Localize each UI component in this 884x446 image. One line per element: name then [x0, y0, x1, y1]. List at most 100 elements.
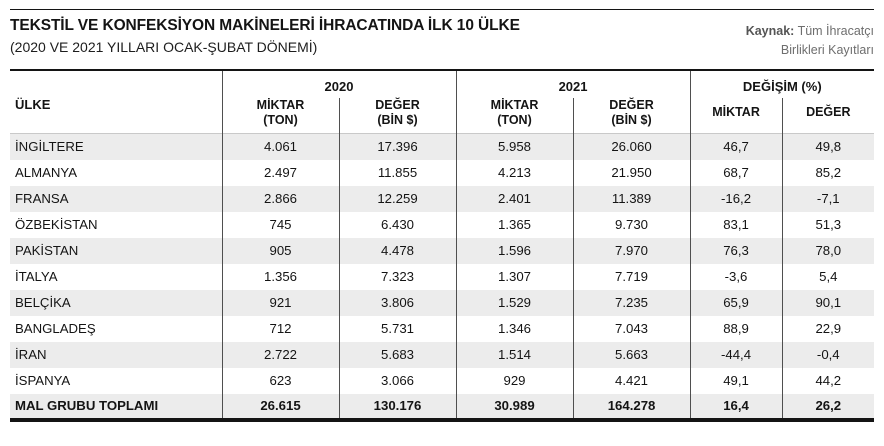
- cell-change-amount: -16,2: [689, 185, 783, 212]
- table-row: İRAN 2.722 5.683 1.514 5.663 -44,4 -0,4: [10, 341, 875, 368]
- cell-2021-value: 7.235: [572, 289, 691, 316]
- col-header-2020-amount-line2: (TON): [263, 112, 298, 127]
- cell-2020-amount: 1.356: [221, 263, 339, 290]
- cell-change-amount: 83,1: [689, 211, 783, 238]
- cell-country: ÖZBEKİSTAN: [15, 217, 98, 232]
- cell-country: ALMANYA: [15, 165, 78, 180]
- cell-2020-amount: 2.866: [221, 185, 339, 212]
- cell-2020-amount: 623: [221, 367, 339, 394]
- cell-2020-amount: 26.615: [221, 393, 339, 420]
- cell-change-amount: -3,6: [689, 263, 783, 290]
- total-row: MAL GRUBU TOPLAMI 26.615 130.176 30.989 …: [10, 393, 875, 420]
- col-header-2021-amount-line2: (TON): [497, 112, 532, 127]
- cell-2021-amount: 1.529: [455, 289, 574, 316]
- cell-change-amount: 46,7: [689, 133, 783, 160]
- col-header-change-value: DEĞER: [781, 97, 875, 134]
- cell-2020-amount: 921: [221, 289, 339, 316]
- cell-country: MAL GRUBU TOPLAMI: [15, 398, 159, 413]
- cell-2021-value: 7.719: [572, 263, 691, 290]
- group-header-row: ÜLKE 2020 2021 DEĞİŞİM (%): [10, 69, 875, 112]
- col-header-2021-amount-line1: MİKTAR: [490, 97, 539, 112]
- title-block: TEKSTİL VE KONFEKSİYON MAKİNELERİ İHRACA…: [10, 17, 520, 55]
- cell-change-amount: 49,1: [689, 367, 783, 394]
- source-note: Kaynak: Tüm İhracatçı Birlikleri Kayıtla…: [746, 17, 874, 60]
- cell-2020-value: 6.430: [338, 211, 457, 238]
- cell-2020-value: 12.259: [338, 185, 457, 212]
- infographic-page: TEKSTİL VE KONFEKSİYON MAKİNELERİ İHRACA…: [10, 9, 875, 422]
- table-body: İNGİLTERE 4.061 17.396 5.958 26.060 46,7…: [10, 133, 875, 420]
- cell-country: BELÇİKA: [15, 295, 71, 310]
- cell-change-value: 49,8: [781, 133, 875, 160]
- cell-change-value: -7,1: [781, 185, 875, 212]
- cell-2021-value: 7.970: [572, 237, 691, 264]
- cell-country: İSPANYA: [15, 373, 71, 388]
- cell-2021-value: 7.043: [572, 315, 691, 342]
- table-row: İTALYA 1.356 7.323 1.307 7.719 -3,6 5,4: [10, 263, 875, 290]
- col-header-country: ÜLKE: [15, 96, 51, 112]
- cell-2021-value: 21.950: [572, 159, 691, 186]
- table-row: İSPANYA 623 3.066 929 4.421 49,1 44,2: [10, 367, 875, 394]
- cell-2021-value: 164.278: [572, 393, 691, 420]
- table-header: ÜLKE 2020 2021 DEĞİŞİM (%) MİKTAR (TON) …: [10, 69, 875, 134]
- cell-2020-value: 3.806: [338, 289, 457, 316]
- cell-2021-amount: 1.514: [455, 341, 574, 368]
- cell-country: İTALYA: [15, 269, 58, 284]
- cell-2021-amount: 1.365: [455, 211, 574, 238]
- cell-2020-amount: 2.497: [221, 159, 339, 186]
- export-table: ÜLKE 2020 2021 DEĞİŞİM (%) MİKTAR (TON) …: [10, 68, 875, 422]
- cell-2020-value: 5.683: [338, 341, 457, 368]
- table-row: FRANSA 2.866 12.259 2.401 11.389 -16,2 -…: [10, 185, 875, 212]
- group-header-2021: 2021: [455, 69, 691, 98]
- col-header-2020-value: DEĞER (BİN $): [338, 97, 457, 134]
- cell-change-value: 85,2: [781, 159, 875, 186]
- cell-2020-amount: 4.061: [221, 133, 339, 160]
- table-row: ALMANYA 2.497 11.855 4.213 21.950 68,7 8…: [10, 159, 875, 186]
- table-row: PAKİSTAN 905 4.478 1.596 7.970 76,3 78,0: [10, 237, 875, 264]
- cell-2020-value: 4.478: [338, 237, 457, 264]
- cell-change-value: 26,2: [781, 393, 875, 420]
- table-row: İNGİLTERE 4.061 17.396 5.958 26.060 46,7…: [10, 133, 875, 160]
- col-header-2020-value-line2: (BİN $): [377, 112, 418, 127]
- cell-2021-amount: 929: [455, 367, 574, 394]
- cell-2021-amount: 5.958: [455, 133, 574, 160]
- cell-2021-amount: 2.401: [455, 185, 574, 212]
- cell-2020-value: 17.396: [338, 133, 457, 160]
- source-line2: Birlikleri Kayıtları: [780, 42, 874, 57]
- cell-2020-value: 130.176: [338, 393, 457, 420]
- page-title: TEKSTİL VE KONFEKSİYON MAKİNELERİ İHRACA…: [10, 17, 520, 34]
- cell-country: İRAN: [15, 347, 47, 362]
- col-header-2021-value-line2: (BİN $): [611, 112, 652, 127]
- cell-change-amount: 68,7: [689, 159, 783, 186]
- cell-change-value: 90,1: [781, 289, 875, 316]
- cell-change-amount: 88,9: [689, 315, 783, 342]
- table-row: BELÇİKA 921 3.806 1.529 7.235 65,9 90,1: [10, 289, 875, 316]
- group-header-2020: 2020: [221, 69, 457, 98]
- cell-change-amount: 76,3: [689, 237, 783, 264]
- cell-2021-amount: 1.346: [455, 315, 574, 342]
- cell-change-amount: 16,4: [689, 393, 783, 420]
- cell-2021-value: 4.421: [572, 367, 691, 394]
- source-label: Kaynak:: [745, 24, 795, 38]
- group-header-change: DEĞİŞİM (%): [689, 69, 875, 98]
- cell-2020-value: 3.066: [338, 367, 457, 394]
- cell-change-value: 51,3: [781, 211, 875, 238]
- cell-2020-value: 7.323: [338, 263, 457, 290]
- cell-2020-value: 5.731: [338, 315, 457, 342]
- cell-country: BANGLADEŞ: [15, 321, 96, 336]
- cell-country: İNGİLTERE: [15, 139, 84, 155]
- cell-2020-amount: 2.722: [221, 341, 339, 368]
- cell-change-value: 22,9: [781, 315, 875, 342]
- cell-2021-value: 11.389: [572, 185, 691, 212]
- top-divider: [10, 9, 874, 10]
- cell-2020-amount: 905: [221, 237, 339, 264]
- cell-2021-value: 26.060: [572, 133, 691, 160]
- col-header-change-amount: MİKTAR: [689, 97, 783, 134]
- col-header-2020-amount-line1: MİKTAR: [256, 97, 305, 112]
- cell-2021-amount: 1.307: [455, 263, 574, 290]
- cell-2021-amount: 1.596: [455, 237, 574, 264]
- cell-2021-amount: 30.989: [455, 393, 574, 420]
- col-header-2020-amount: MİKTAR (TON): [221, 97, 339, 134]
- cell-country: FRANSA: [15, 191, 69, 206]
- cell-change-value: 78,0: [781, 237, 875, 264]
- cell-change-value: -0,4: [781, 341, 875, 368]
